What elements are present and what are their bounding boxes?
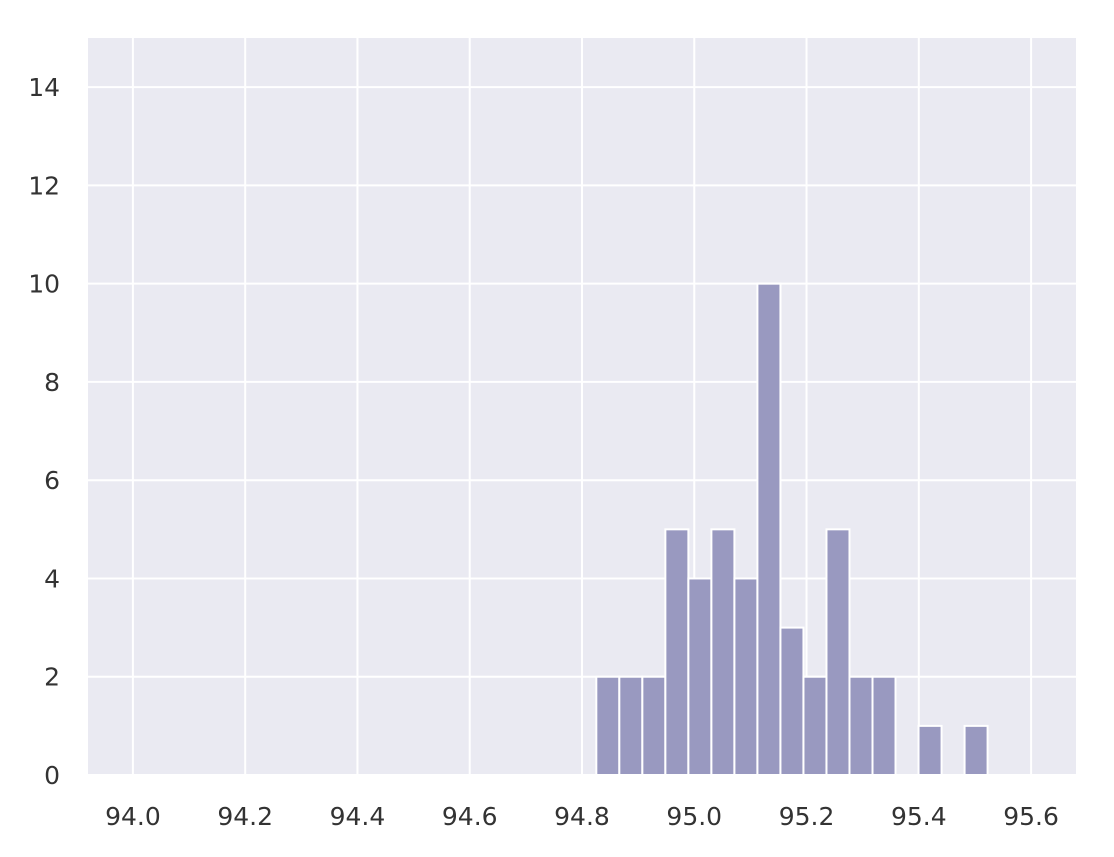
histogram-bar bbox=[802, 675, 828, 777]
histogram-bar bbox=[963, 724, 989, 776]
histogram-bars bbox=[595, 282, 989, 777]
histogram-bar bbox=[641, 675, 667, 777]
y-tick-label: 14 bbox=[28, 73, 60, 102]
x-tick-label: 94.2 bbox=[217, 802, 273, 831]
histogram-bar bbox=[664, 528, 690, 776]
y-axis-tick-labels: 0 2 4 6 8 10 12 14 bbox=[28, 73, 60, 790]
y-tick-label: 12 bbox=[28, 171, 60, 200]
histogram-bar bbox=[710, 528, 736, 776]
y-tick-label: 0 bbox=[44, 761, 60, 790]
y-tick-label: 10 bbox=[28, 270, 60, 299]
x-tick-label: 94.8 bbox=[554, 802, 610, 831]
histogram-bar bbox=[825, 528, 851, 776]
histogram-bar bbox=[871, 675, 897, 777]
x-tick-label: 95.0 bbox=[666, 802, 722, 831]
grid-lines bbox=[88, 38, 1076, 776]
histogram-bar bbox=[917, 724, 943, 776]
y-tick-label: 2 bbox=[44, 663, 60, 692]
x-tick-label: 94.0 bbox=[105, 802, 161, 831]
histogram-bar bbox=[756, 282, 782, 776]
histogram-bar bbox=[733, 577, 759, 777]
histogram-bar bbox=[618, 675, 644, 777]
histogram-bar bbox=[687, 577, 713, 777]
x-tick-label: 94.4 bbox=[330, 802, 386, 831]
x-tick-label: 95.4 bbox=[891, 802, 947, 831]
y-tick-label: 4 bbox=[44, 564, 60, 593]
histogram-bar bbox=[779, 626, 805, 776]
x-tick-label: 95.2 bbox=[779, 802, 835, 831]
x-tick-label: 95.6 bbox=[1003, 802, 1059, 831]
y-tick-label: 8 bbox=[44, 368, 60, 397]
y-tick-label: 6 bbox=[44, 466, 60, 495]
x-axis-tick-labels: 94.0 94.2 94.4 94.6 94.8 95.0 95.2 95.4 95.6 bbox=[105, 802, 1059, 831]
histogram-bar bbox=[848, 675, 874, 777]
x-tick-label: 94.6 bbox=[442, 802, 498, 831]
histogram-bar bbox=[595, 675, 621, 777]
